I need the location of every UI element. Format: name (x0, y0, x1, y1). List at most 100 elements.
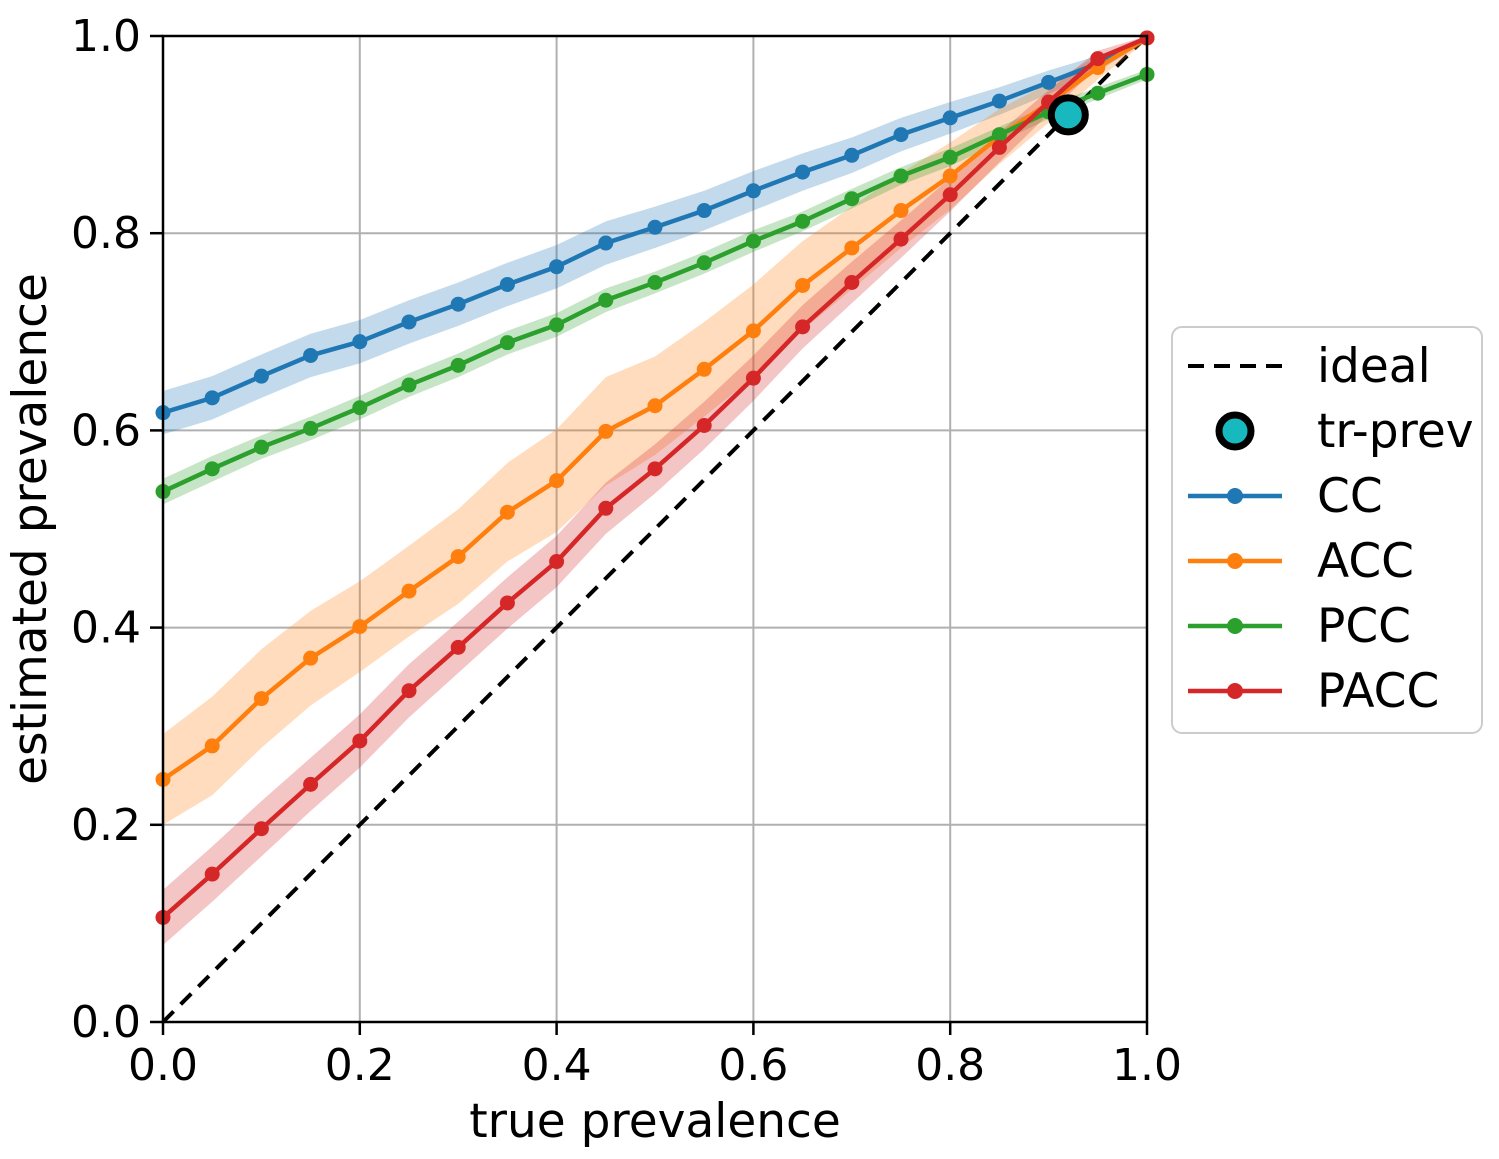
series-ACC-point (598, 423, 614, 439)
series-CC-point (401, 314, 417, 330)
series-PACC-point (303, 776, 319, 792)
series-PCC-point (942, 149, 958, 165)
series-ACC-point (549, 473, 565, 489)
series-PCC-point (401, 377, 417, 393)
series-PACC-point (253, 821, 269, 837)
series-ACC-point (844, 240, 860, 256)
series-ACC-point (696, 361, 712, 377)
x-tick-label: 0.4 (522, 1040, 592, 1091)
series-PACC-point (1090, 51, 1106, 67)
legend-label: PACC (1317, 664, 1439, 719)
series-PACC-point (942, 187, 958, 203)
series-CC-point (450, 296, 466, 312)
legend-entry-PCC: PCC (1188, 599, 1411, 654)
series-CC-point (844, 147, 860, 163)
plot-content: 0.00.0 0.2 0.2 0.4 0.4 0.6 0.6 0.8 0.8 1.0 1.0 (71, 11, 1182, 1091)
series-CC-point (598, 235, 614, 251)
legend-label: ideal (1317, 339, 1431, 394)
legend-point-sample (1227, 488, 1243, 504)
series-CC-point (647, 219, 663, 235)
series-PCC-point (745, 233, 761, 249)
series-ACC-point (795, 277, 811, 293)
series-PACC-point (499, 595, 515, 611)
series-ACC-point (745, 323, 761, 339)
legend-label: ACC (1317, 534, 1414, 589)
series-ACC-point (450, 549, 466, 565)
series-PCC-point (1090, 85, 1106, 101)
series-ACC-point (499, 504, 515, 520)
series-CC-point (696, 203, 712, 219)
series-PACC-point (401, 683, 417, 699)
legend-point-sample (1227, 618, 1243, 634)
series-PCC-point (696, 255, 712, 271)
series-ACC-point (942, 168, 958, 184)
series-CC-point (499, 276, 515, 292)
x-tick-label: 1.0 (1112, 1040, 1182, 1091)
series-PCC-point (893, 168, 909, 184)
series-PACC-point (450, 639, 466, 655)
legend-tr-prev-sample (1215, 411, 1255, 451)
legend-entry-CC: CC (1188, 469, 1383, 524)
legend-entry-ACC: ACC (1188, 534, 1414, 589)
series-ACC-point (253, 691, 269, 707)
legend-entry-tr-prev: tr-prev (1215, 404, 1474, 459)
series-PACC-point (893, 231, 909, 247)
y-tick-label: 0.4 (71, 603, 141, 654)
legend-label: CC (1317, 469, 1383, 524)
legend-entry-ideal: ideal (1188, 339, 1431, 394)
series-PACC-point (844, 275, 860, 290)
legend: ideal tr-prev CC ACC PCC PACC (1171, 326, 1483, 734)
x-tick-label: 0.6 (718, 1040, 788, 1091)
legend-label: PCC (1317, 599, 1411, 654)
y-tick-label: 1.0 (71, 11, 141, 62)
series-ACC-point (893, 203, 909, 219)
series-CC-point (303, 347, 319, 363)
series-PACC-point (745, 370, 761, 386)
legend-point-sample (1227, 683, 1243, 699)
series-PCC-point (844, 191, 860, 207)
legend-entry-PACC: PACC (1188, 664, 1439, 719)
series-PCC-point (204, 461, 220, 477)
series-CC-point (1041, 74, 1057, 90)
series-PCC-point (991, 127, 1007, 143)
series-CC-point (549, 259, 565, 275)
series-CC-point (745, 183, 761, 199)
x-axis-title: true prevalence (469, 1094, 841, 1149)
series-PACC-point (352, 733, 368, 749)
series-PACC-point (549, 554, 565, 570)
series-CC-point (795, 164, 811, 180)
series-PCC-point (303, 420, 319, 436)
series-CC-point (893, 127, 909, 143)
legend-point-sample (1227, 553, 1243, 569)
series-CC-point (253, 368, 269, 384)
x-tick-label: 0.0 (128, 1040, 198, 1091)
series-CC-point (942, 110, 958, 126)
series-PACC-point (647, 461, 663, 477)
y-tick-label: 0.8 (71, 208, 141, 259)
ideal-line (161, 34, 1149, 1024)
tr-prev-marker (1047, 94, 1089, 136)
series-PCC-point (253, 439, 269, 455)
series-ACC-point (401, 583, 417, 599)
series-PACC-point (795, 319, 811, 335)
series-PACC-band (163, 36, 1147, 946)
x-tick-label: 0.8 (915, 1040, 985, 1091)
series-CC-point (204, 390, 220, 406)
series-ACC-point (204, 738, 220, 754)
legend-label: tr-prev (1317, 404, 1474, 459)
series-PCC-point (499, 335, 515, 351)
y-tick-label: 0.6 (71, 405, 141, 456)
y-axis-title: estimated prevalence (3, 273, 58, 785)
axes-frame (161, 34, 1149, 1024)
series-PACC-point (598, 500, 614, 516)
x-tick-label: 0.2 (325, 1040, 395, 1091)
series-PCC-point (352, 400, 368, 416)
series-CC-point (352, 334, 368, 350)
series-ACC-point (647, 398, 663, 414)
series-PCC-point (795, 213, 811, 229)
series-PACC-point (991, 139, 1007, 155)
y-tick-label: 0.2 (71, 800, 141, 851)
y-tick-label: 0.0 (71, 997, 141, 1048)
